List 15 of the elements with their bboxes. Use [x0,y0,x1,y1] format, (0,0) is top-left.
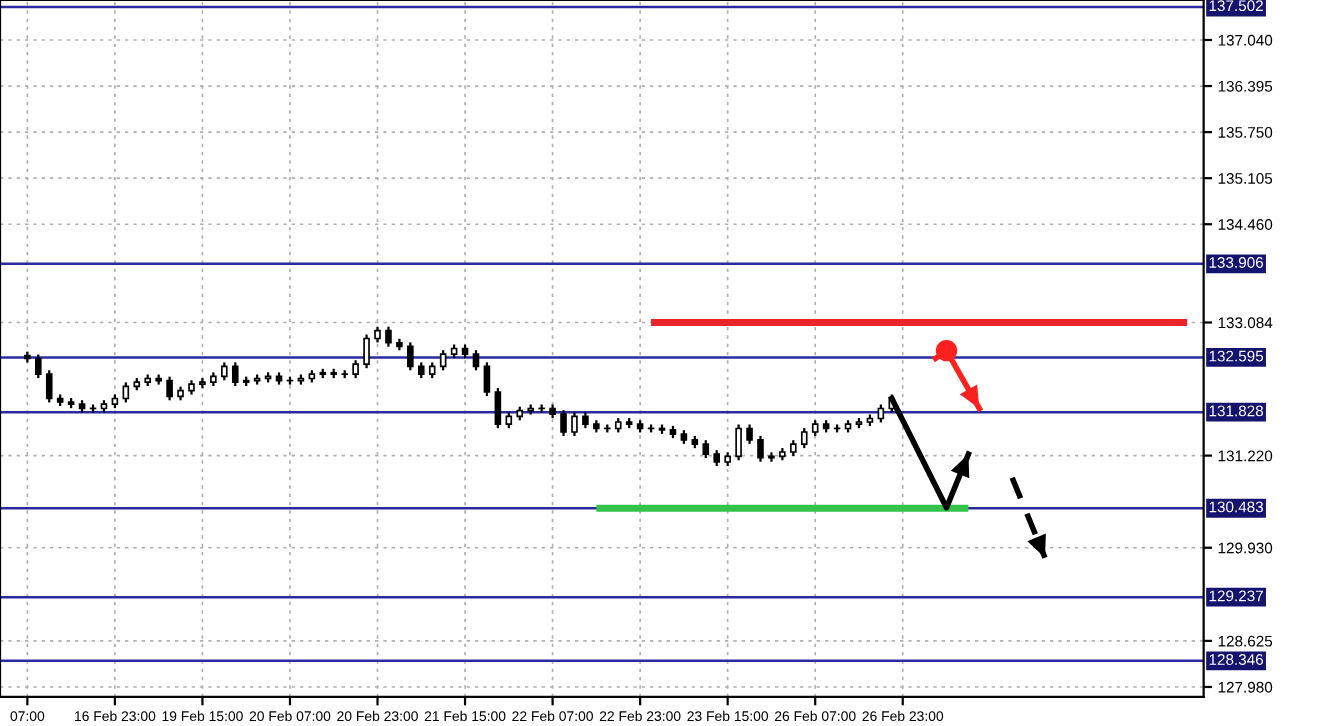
candlestick [231,362,239,387]
candlestick [45,370,53,403]
candlestick [735,424,742,461]
candlestick [35,354,42,379]
candlestick [483,362,491,397]
candlestick [166,376,173,401]
candlestick [560,410,567,436]
candlestick [571,412,578,436]
candlestick [407,342,414,371]
candlestick [199,378,206,389]
candlestick [768,452,775,462]
candlestick [757,435,764,462]
candlestick [494,388,502,429]
candlestick [341,370,348,379]
candlestick [363,334,370,369]
